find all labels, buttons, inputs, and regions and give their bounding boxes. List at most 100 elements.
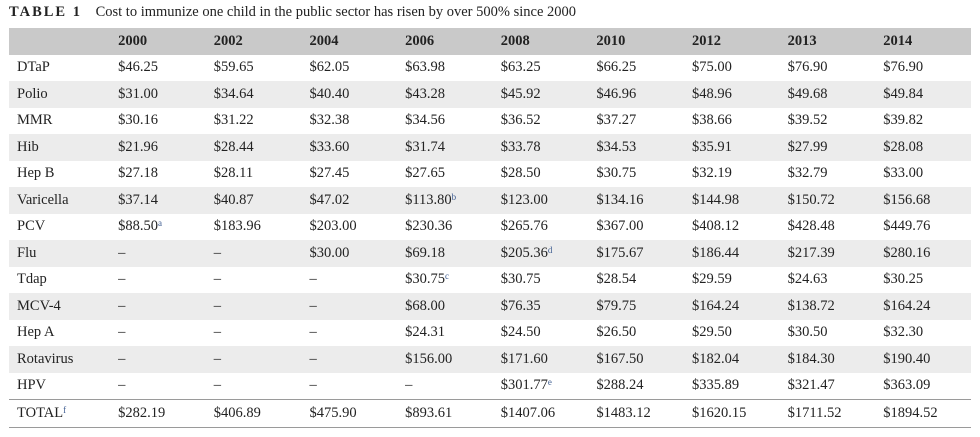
- table-row: MMR $30.16 $31.22 $32.38 $34.56 $36.52 $37.27 $…: [9, 108, 971, 135]
- footnote-marker: e: [547, 377, 552, 388]
- cell-value: $30.25: [883, 271, 924, 288]
- table-cell: $31.00: [110, 81, 206, 108]
- table-cell: $27.18: [110, 161, 206, 188]
- cell-value: $24.31: [405, 324, 445, 341]
- cell-value: $32.38: [309, 112, 350, 129]
- cell-value: $406.89: [213, 404, 261, 421]
- cell-value: $62.05: [309, 59, 350, 76]
- cell-value: $30.16: [118, 112, 159, 129]
- cell-value: $282.19: [118, 404, 166, 421]
- cell-value: $30.75: [500, 271, 541, 288]
- table-cell: $190.40: [875, 346, 971, 373]
- cell-value: $1407.06: [500, 404, 556, 421]
- table-title: Cost to immunize one child in the public…: [95, 4, 577, 20]
- header-cell-year: 2008: [500, 32, 530, 49]
- cell-value: $449.76: [883, 218, 931, 235]
- row-label: Hib: [17, 138, 39, 155]
- table-cell: $62.05: [301, 55, 397, 82]
- cell-value: –: [118, 324, 126, 341]
- table-cell: $34.64: [206, 81, 302, 108]
- table-cell: $30.75: [493, 267, 589, 294]
- table-cell: $28.44: [206, 134, 302, 161]
- table-cell: $449.76: [875, 214, 971, 241]
- cell-value: –: [309, 350, 317, 367]
- table-cell: $183.96: [206, 214, 302, 241]
- table-cell: $150.72: [780, 187, 876, 214]
- cell-value: $46.25: [118, 59, 159, 76]
- cell-value: $1620.15: [692, 404, 747, 421]
- table-cell: $46.25: [110, 55, 206, 82]
- cell-value: $33.00: [883, 165, 924, 182]
- cell-value: –: [213, 350, 222, 367]
- table-cell: $265.76: [493, 214, 589, 241]
- cell-value: $30.75: [596, 165, 637, 182]
- table-cell: –: [110, 240, 206, 267]
- table-row: Hib $21.96 $28.44 $33.60 $31.74 $33.78 $34.53 $…: [9, 134, 971, 161]
- table-cell: $40.87: [206, 187, 302, 214]
- table-cell: $1894.52: [875, 399, 971, 428]
- cell-value: $182.04: [692, 350, 740, 367]
- cell-value: –: [118, 244, 126, 261]
- table-cell: $39.82: [875, 108, 971, 135]
- table-cell: $76.35: [493, 293, 589, 320]
- table-cell: $28.54: [588, 267, 684, 294]
- cell-value: $134.16: [596, 191, 644, 208]
- cell-value: $190.40: [883, 350, 931, 367]
- cell-value: $27.45: [309, 165, 350, 182]
- table-cell: $76.90: [780, 55, 876, 82]
- table-cell: $156.00: [397, 346, 493, 373]
- vaccine-cost-table: 2000 2002 2004 2006 2008 2010 2012 2013 2014 DTa…: [9, 28, 971, 428]
- table-cell: –: [206, 346, 302, 373]
- cell-value: $69.18: [405, 244, 445, 261]
- cell-value: $27.65: [405, 165, 445, 182]
- table-cell: $406.89: [205, 399, 302, 428]
- cell-value: $37.27: [596, 112, 637, 129]
- table-cell: $63.98: [397, 55, 493, 82]
- table-cell: $335.89: [684, 373, 780, 400]
- table-cell: $31.74: [397, 134, 493, 161]
- cell-value: $49.68: [787, 85, 828, 102]
- cell-value: –: [118, 271, 126, 288]
- table-cell: $164.24: [875, 293, 971, 320]
- row-label-cell: Hep A: [9, 320, 110, 347]
- row-label-cell: Hib: [9, 134, 110, 161]
- cell-value: $28.54: [596, 271, 637, 288]
- table-cell: $280.16: [875, 240, 971, 267]
- cell-value: $45.92: [500, 85, 541, 102]
- table-cell: $37.27: [588, 108, 684, 135]
- cell-value: –: [213, 377, 222, 394]
- table-cell: $24.31: [397, 320, 493, 347]
- table-row: PCV $88.50a $183.96 $203.00 $230.36 $265.76 $3…: [9, 214, 971, 241]
- table-cell: $408.12: [684, 214, 780, 241]
- cell-value: $175.67: [596, 244, 644, 261]
- row-label: Flu: [17, 244, 37, 261]
- cell-value: $408.12: [692, 218, 740, 235]
- cell-value: $288.24: [596, 377, 644, 394]
- cell-value: $24.50: [500, 324, 541, 341]
- table-cell: $24.50: [493, 320, 589, 347]
- total-row: TOTALf $282.19 $406.89 $475.90 $893.61 $1407.…: [9, 399, 971, 428]
- cell-value: $49.84: [883, 85, 924, 102]
- cell-value: $34.53: [596, 138, 637, 155]
- header-row: 2000 2002 2004 2006 2008 2010 2012 2013 2014: [9, 28, 971, 55]
- table-cell: $29.59: [684, 267, 780, 294]
- row-label: DTaP: [17, 59, 50, 76]
- row-label: Polio: [17, 85, 48, 102]
- row-label-cell: DTaP: [9, 55, 110, 82]
- header-cell-row-label: [9, 28, 110, 55]
- table-cell: $27.65: [397, 161, 493, 188]
- cell-value: $183.96: [213, 218, 261, 235]
- table-cell: $68.00: [397, 293, 493, 320]
- cell-value: $32.79: [787, 165, 828, 182]
- table-cell: $46.96: [588, 81, 684, 108]
- cell-value: $68.00: [405, 297, 445, 314]
- cell-value: $46.96: [596, 85, 637, 102]
- table-cell: $134.16: [588, 187, 684, 214]
- table-row: Polio $31.00 $34.64 $40.40 $43.28 $45.92 $46.9…: [9, 81, 971, 108]
- cell-value: $75.00: [692, 59, 732, 76]
- cell-value: $27.18: [118, 165, 159, 182]
- cell-value: $39.82: [883, 112, 924, 129]
- cell-value: $36.52: [500, 112, 541, 129]
- table-cell: $59.65: [206, 55, 302, 82]
- cell-value: $217.39: [787, 244, 835, 261]
